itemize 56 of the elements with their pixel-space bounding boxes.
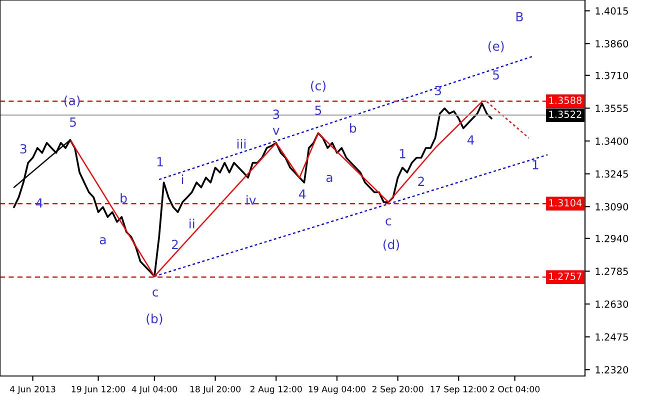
x-tick-label: 4 Jul 04:00 [132, 386, 177, 394]
annotation: 1 [400, 149, 406, 158]
annotation: 3 [20, 144, 26, 154]
annotation: 2 [172, 240, 178, 250]
y-tick-label: 1.2320 [596, 366, 628, 374]
annotation: iii [237, 138, 246, 148]
x-tick-label: 2 Oct 04:00 [490, 386, 540, 392]
ref-line-label: 1.3522 [549, 110, 582, 118]
annotation: 3 [273, 110, 280, 120]
y-tick-label: 1.3245 [596, 170, 628, 178]
x-tick-label: 18 Jul 20:00 [190, 386, 241, 394]
ref-line-label: 1.3588 [549, 96, 582, 104]
x-tick-label: 4 Jun 2013 [10, 386, 56, 394]
y-tick-label: 1.3400 [596, 137, 628, 145]
x-tick-label: 19 Jun 12:00 [72, 386, 126, 394]
annotation: 5 [70, 118, 76, 127]
annotation: b [120, 193, 127, 203]
annotation: c [152, 289, 158, 297]
annotation: 1 [532, 160, 538, 170]
annotation: b [350, 123, 356, 133]
y-tick-label: 1.3555 [596, 104, 628, 112]
y-tick-label: 1.2940 [596, 234, 628, 242]
annotation: 5 [315, 106, 322, 115]
annotation: 2 [418, 176, 424, 186]
annotation: v [272, 128, 280, 135]
annotation: (d) [383, 240, 400, 251]
y-tick-label: 1.2630 [596, 300, 628, 308]
annotation: B [516, 12, 523, 22]
annotation: 4 [467, 135, 474, 144]
ref-line-label: 1.2757 [549, 272, 582, 280]
annotation: c [386, 218, 392, 226]
y-tick-label: 1.4015 [596, 7, 628, 15]
annotation: 5 [493, 70, 499, 80]
annotation: 3 [435, 86, 442, 96]
x-tick-label: 17 Sep 12:00 [430, 386, 487, 394]
annotation: i [182, 174, 184, 184]
x-tick-label: 2 Aug 12:00 [250, 386, 302, 394]
annotation: (b) [146, 314, 162, 325]
ref-line-label: 1.3104 [549, 199, 582, 206]
y-tick-label: 1.3710 [596, 72, 628, 80]
y-tick-label: 1.3860 [596, 40, 628, 48]
annotation: (c) [311, 80, 326, 92]
y-tick-label: 1.2475 [596, 333, 628, 341]
annotation: iv [246, 195, 256, 205]
y-tick-label: 1.3090 [596, 203, 628, 210]
annotation: (a) [64, 96, 80, 107]
annotation: a [100, 237, 106, 244]
annotation: (e) [488, 41, 504, 52]
annotation: a [326, 174, 332, 182]
annotation: 4 [36, 198, 43, 208]
x-tick-label: 19 Aug 04:00 [308, 386, 366, 394]
annotation: 1 [157, 157, 163, 166]
annotation: ii [190, 218, 194, 228]
annotation: 4 [298, 190, 306, 199]
x-tick-label: 2 Sep 20:00 [372, 386, 424, 394]
y-tick-label: 1.2785 [596, 268, 628, 276]
